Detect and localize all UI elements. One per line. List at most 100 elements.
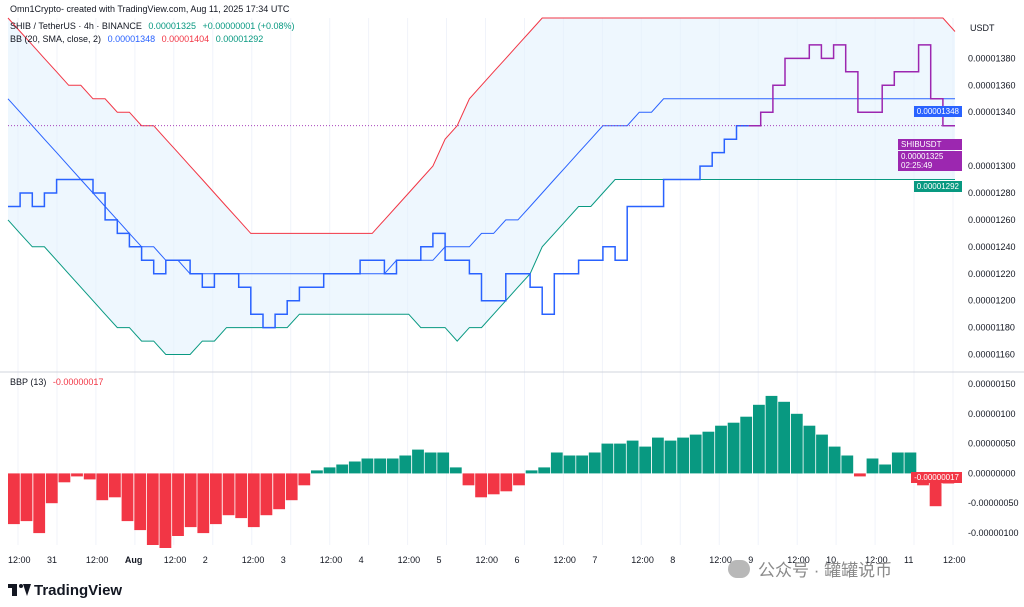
price-axis-tick: 0.00001380 <box>968 53 1016 63</box>
bbp-bar <box>449 467 462 474</box>
bbp-axis[interactable]: 0.00000150 0.00000100 0.00000050 0.00000000… <box>968 379 1019 538</box>
bbp-axis-tick: 0.00000150 <box>968 379 1016 389</box>
time-axis-tick: 31 <box>47 555 57 565</box>
time-axis-tick: 12:00 <box>631 555 654 565</box>
bbp-bar <box>626 440 639 474</box>
candle-countdown: 02:25:49 <box>901 161 933 170</box>
bbp-bar <box>222 473 235 516</box>
price-axis-tick: 0.00001220 <box>968 269 1016 279</box>
price-axis-tick: 0.00001160 <box>968 350 1015 360</box>
last-price-value: 0.00001325 <box>148 21 196 31</box>
bbp-bar <box>374 458 386 474</box>
bbp-bar <box>58 473 71 483</box>
bbp-bar <box>323 467 336 474</box>
header-symbol-row[interactable]: SHIB / TetherUS · 4h · BINANCE 0.0000132… <box>10 21 299 31</box>
bbp-axis-tick: 0.00000100 <box>968 409 1016 419</box>
bbp-legend[interactable]: BBP (13) -0.00000017 <box>10 377 107 387</box>
time-axis-tick: 10 <box>826 555 836 565</box>
bb-lower-tag: 0.00001292 <box>913 181 962 192</box>
price-change: +0.00000001 (+0.08%) <box>202 21 295 31</box>
bbp-axis-tick: 0.00000000 <box>968 468 1016 478</box>
bb-upper-value: 0.00001404 <box>161 34 210 44</box>
bbp-bar <box>563 455 576 474</box>
bbp-bar <box>475 473 487 498</box>
bbp-bar <box>753 404 765 474</box>
bbp-bar <box>96 473 109 501</box>
bbp-bar <box>298 473 311 486</box>
bbp-bar <box>866 458 879 474</box>
watermark-text: 公众号 · 罐罐说币 <box>758 561 893 580</box>
bbp-bar <box>500 473 513 492</box>
time-axis-tick: 6 <box>515 555 520 565</box>
bbp-bar <box>614 443 626 474</box>
wechat-icon <box>728 559 750 578</box>
bb-lower-line <box>7 179 955 355</box>
time-axis-tick: 12:00 <box>787 555 810 565</box>
time-axis-tick: 12:00 <box>320 555 343 565</box>
bbp-bar <box>576 455 588 474</box>
time-axis-tick: 3 <box>281 555 286 565</box>
bbp-bar <box>677 437 689 474</box>
bbp-bar <box>778 401 790 474</box>
bbp-bar <box>652 437 664 474</box>
time-axis-tick: 11 <box>904 555 913 565</box>
bbp-bar <box>83 473 96 480</box>
bb-indicator-label: BB (20, SMA, close, 2) <box>10 34 102 44</box>
bbp-bar <box>538 467 551 474</box>
bbp-bar <box>841 455 854 474</box>
time-axis-tick: 8 <box>670 555 675 565</box>
bbp-bar <box>121 473 134 522</box>
bbp-bar <box>765 395 778 474</box>
bbp-bar <box>816 434 828 474</box>
bbp-bar <box>260 473 273 516</box>
last-price-tag-value: 0.00001325 <box>901 152 944 161</box>
time-axis-tick: 12:00 <box>242 555 265 565</box>
bbp-bar <box>8 473 20 525</box>
time-axis-tick: 12:00 <box>164 555 187 565</box>
price-axis-tick: 0.00001300 <box>968 161 1016 171</box>
time-axis[interactable]: 12:00 31 12:00 Aug 12:00 2 12:00 3 12:00 4 12:00 5 1… <box>8 555 966 565</box>
bbp-bar <box>184 473 197 528</box>
bbp-bar <box>134 473 147 531</box>
price-axis-tick: 0.00001260 <box>968 215 1016 225</box>
bbp-histogram <box>8 395 955 548</box>
bbp-bar <box>828 446 841 474</box>
time-axis-tick: 12:00 <box>709 555 732 565</box>
bollinger-band-fill <box>8 18 955 355</box>
countdown-tag: 0.00001325 02:25:49 <box>898 151 962 171</box>
symbol-tag: SHIBUSDT <box>898 139 962 150</box>
bbp-bar <box>727 422 740 474</box>
time-axis-tick: 9 <box>748 555 753 565</box>
bbp-bar <box>664 440 677 474</box>
price-axis-tick: 0.00001180 <box>968 323 1015 333</box>
bbp-bar <box>399 455 412 474</box>
time-axis-tick: 12:00 <box>86 555 109 565</box>
bbp-bar <box>689 434 702 474</box>
price-axis[interactable]: 0.00001380 0.00001360 0.00001340 0.00001300… <box>968 53 1016 359</box>
bbp-axis-tick: -0.00000050 <box>968 498 1019 508</box>
time-axis-tick: 12:00 <box>398 555 421 565</box>
bbp-bar <box>525 470 538 474</box>
price-axis-tick: 0.00001240 <box>968 242 1016 252</box>
bbp-bar <box>879 464 891 474</box>
bbp-bar <box>33 473 46 534</box>
time-axis-tick: 12:00 <box>553 555 576 565</box>
bb-lower-value: 0.00001292 <box>215 34 264 44</box>
bbp-bar <box>715 425 727 474</box>
time-axis-tick: 12:00 <box>8 555 31 565</box>
bbp-axis-tick: -0.00000100 <box>968 528 1019 538</box>
bbp-bar <box>311 470 323 474</box>
tradingview-logo-icon <box>8 584 31 596</box>
bbp-bar <box>285 473 298 501</box>
bbp-bar <box>904 452 917 474</box>
bbp-bar <box>790 413 803 474</box>
bb-legend[interactable]: BB (20, SMA, close, 2) 0.00001348 0.0000… <box>10 34 267 44</box>
price-line <box>8 124 749 329</box>
bbp-bar <box>550 452 563 474</box>
time-axis-tick: 12:00 <box>943 555 966 565</box>
tradingview-logo[interactable]: TradingView <box>8 580 122 600</box>
time-axis-tick: 12:00 <box>476 555 499 565</box>
bbp-bar <box>336 464 349 474</box>
bbp-bar <box>172 473 184 536</box>
